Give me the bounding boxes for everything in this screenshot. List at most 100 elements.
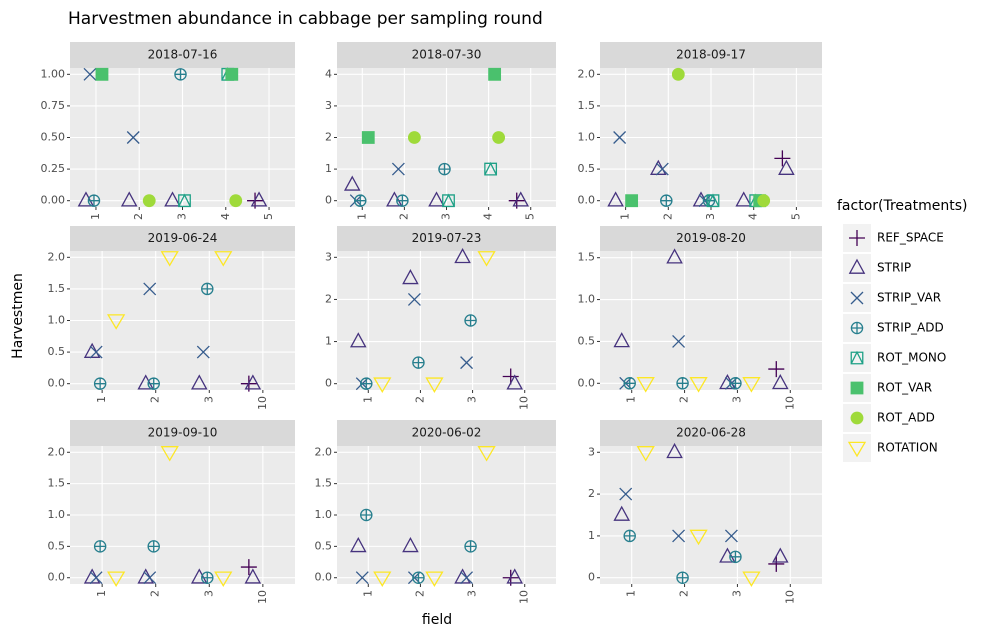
point: [464, 314, 477, 327]
panel-title: 2020-06-28: [676, 426, 746, 440]
panel-title: 2018-07-30: [412, 48, 482, 62]
point: [660, 194, 673, 207]
point: [425, 571, 444, 588]
x-tick-label: 2: [149, 396, 162, 403]
x-tick-label: 2: [678, 590, 691, 597]
y-tick-label: 1.0: [578, 293, 596, 306]
x-axis-title: field: [422, 612, 452, 628]
x-tick-label: 1: [625, 590, 638, 597]
point: [373, 571, 392, 588]
point: [201, 571, 214, 584]
point: [190, 374, 208, 390]
point: [506, 568, 524, 584]
point: [160, 251, 179, 267]
legend-symbol: [850, 321, 864, 335]
point: [120, 191, 138, 207]
x-tick-label: 10: [783, 590, 796, 604]
point: [729, 550, 742, 563]
y-tick-label: 0: [588, 571, 595, 584]
point: [229, 194, 243, 208]
x-tick-label: 2: [149, 590, 162, 597]
point: [83, 568, 101, 584]
point: [689, 377, 708, 393]
y-tick-label: 2: [325, 131, 332, 144]
y-tick-label: 0.0: [48, 377, 66, 390]
panel-title: 2019-06-24: [148, 231, 218, 245]
legend-symbol: [848, 258, 866, 274]
point: [89, 571, 103, 585]
legend-key: [843, 344, 871, 372]
x-tick-label: 4: [482, 213, 495, 220]
point: [402, 269, 419, 285]
point: [771, 547, 789, 563]
chart-title: Harvestmen abundance in cabbage per samp…: [68, 9, 543, 29]
x-tick-label: 10: [518, 590, 531, 604]
y-tick-label: 4: [325, 67, 332, 80]
strip: [70, 420, 295, 446]
point: [613, 131, 627, 144]
point: [93, 377, 107, 390]
x-tick-label: 5: [789, 213, 802, 220]
point: [484, 161, 498, 176]
point: [164, 191, 181, 207]
x-tick-label: 3: [466, 396, 479, 403]
strip: [600, 420, 822, 446]
legend-label: ROT_ADD: [877, 411, 935, 425]
x-tick-label: 1: [619, 213, 632, 220]
point: [178, 193, 191, 208]
point: [354, 194, 367, 207]
y-tick-label: 1.0: [48, 314, 66, 327]
x-tick-label: 3: [730, 590, 743, 597]
y-tick-label: 1: [325, 335, 332, 348]
x-tick-label: 1: [355, 213, 368, 220]
panel-title: 2019-09-10: [148, 426, 218, 440]
y-tick-label: 0.00: [41, 194, 66, 207]
x-tick-label: 2: [413, 396, 426, 403]
y-tick-label: 2.0: [48, 445, 66, 458]
point: [147, 377, 160, 390]
legend-label: STRIP: [877, 261, 911, 275]
x-tick-label: 10: [256, 396, 269, 410]
point: [706, 193, 720, 208]
point: [407, 292, 421, 306]
x-tick-label: 5: [262, 213, 275, 220]
point: [355, 571, 369, 585]
y-tick-label: 1.0: [48, 508, 66, 521]
panel-title: 2019-07-23: [412, 231, 482, 245]
x-tick-label: 10: [783, 396, 796, 410]
y-axis-title: Harvestmen: [10, 273, 26, 359]
y-tick-label: 1: [588, 529, 595, 542]
x-tick-label: 1: [89, 213, 102, 220]
point: [107, 571, 126, 588]
point: [757, 194, 771, 208]
y-tick-label: 0.5: [48, 539, 66, 552]
x-tick-label: 2: [397, 213, 410, 220]
legend-label: ROT_VAR: [877, 381, 932, 395]
point: [107, 314, 126, 330]
point: [477, 251, 496, 267]
panel-title: 2018-07-16: [148, 48, 218, 62]
point: [735, 191, 752, 207]
point: [742, 377, 761, 393]
x-tick-label: 2: [413, 590, 426, 597]
point: [412, 356, 425, 369]
point: [425, 377, 444, 393]
y-tick-label: 0.75: [41, 99, 66, 112]
legend-symbol: [847, 441, 867, 458]
x-tick-label: 2: [678, 396, 691, 403]
x-tick-label: 3: [440, 213, 453, 220]
point: [160, 446, 179, 462]
point: [464, 540, 477, 553]
y-tick-label: 1.5: [48, 282, 66, 295]
strip: [600, 42, 822, 68]
x-tick-label: 4: [747, 213, 760, 220]
point: [143, 571, 157, 585]
y-tick-label: 2.0: [48, 250, 66, 263]
y-tick-label: 0.5: [578, 162, 596, 175]
point: [636, 377, 655, 393]
point: [428, 191, 445, 207]
point: [702, 194, 716, 207]
point: [137, 568, 155, 584]
point: [87, 194, 101, 207]
x-tick-label: 1: [361, 396, 374, 403]
